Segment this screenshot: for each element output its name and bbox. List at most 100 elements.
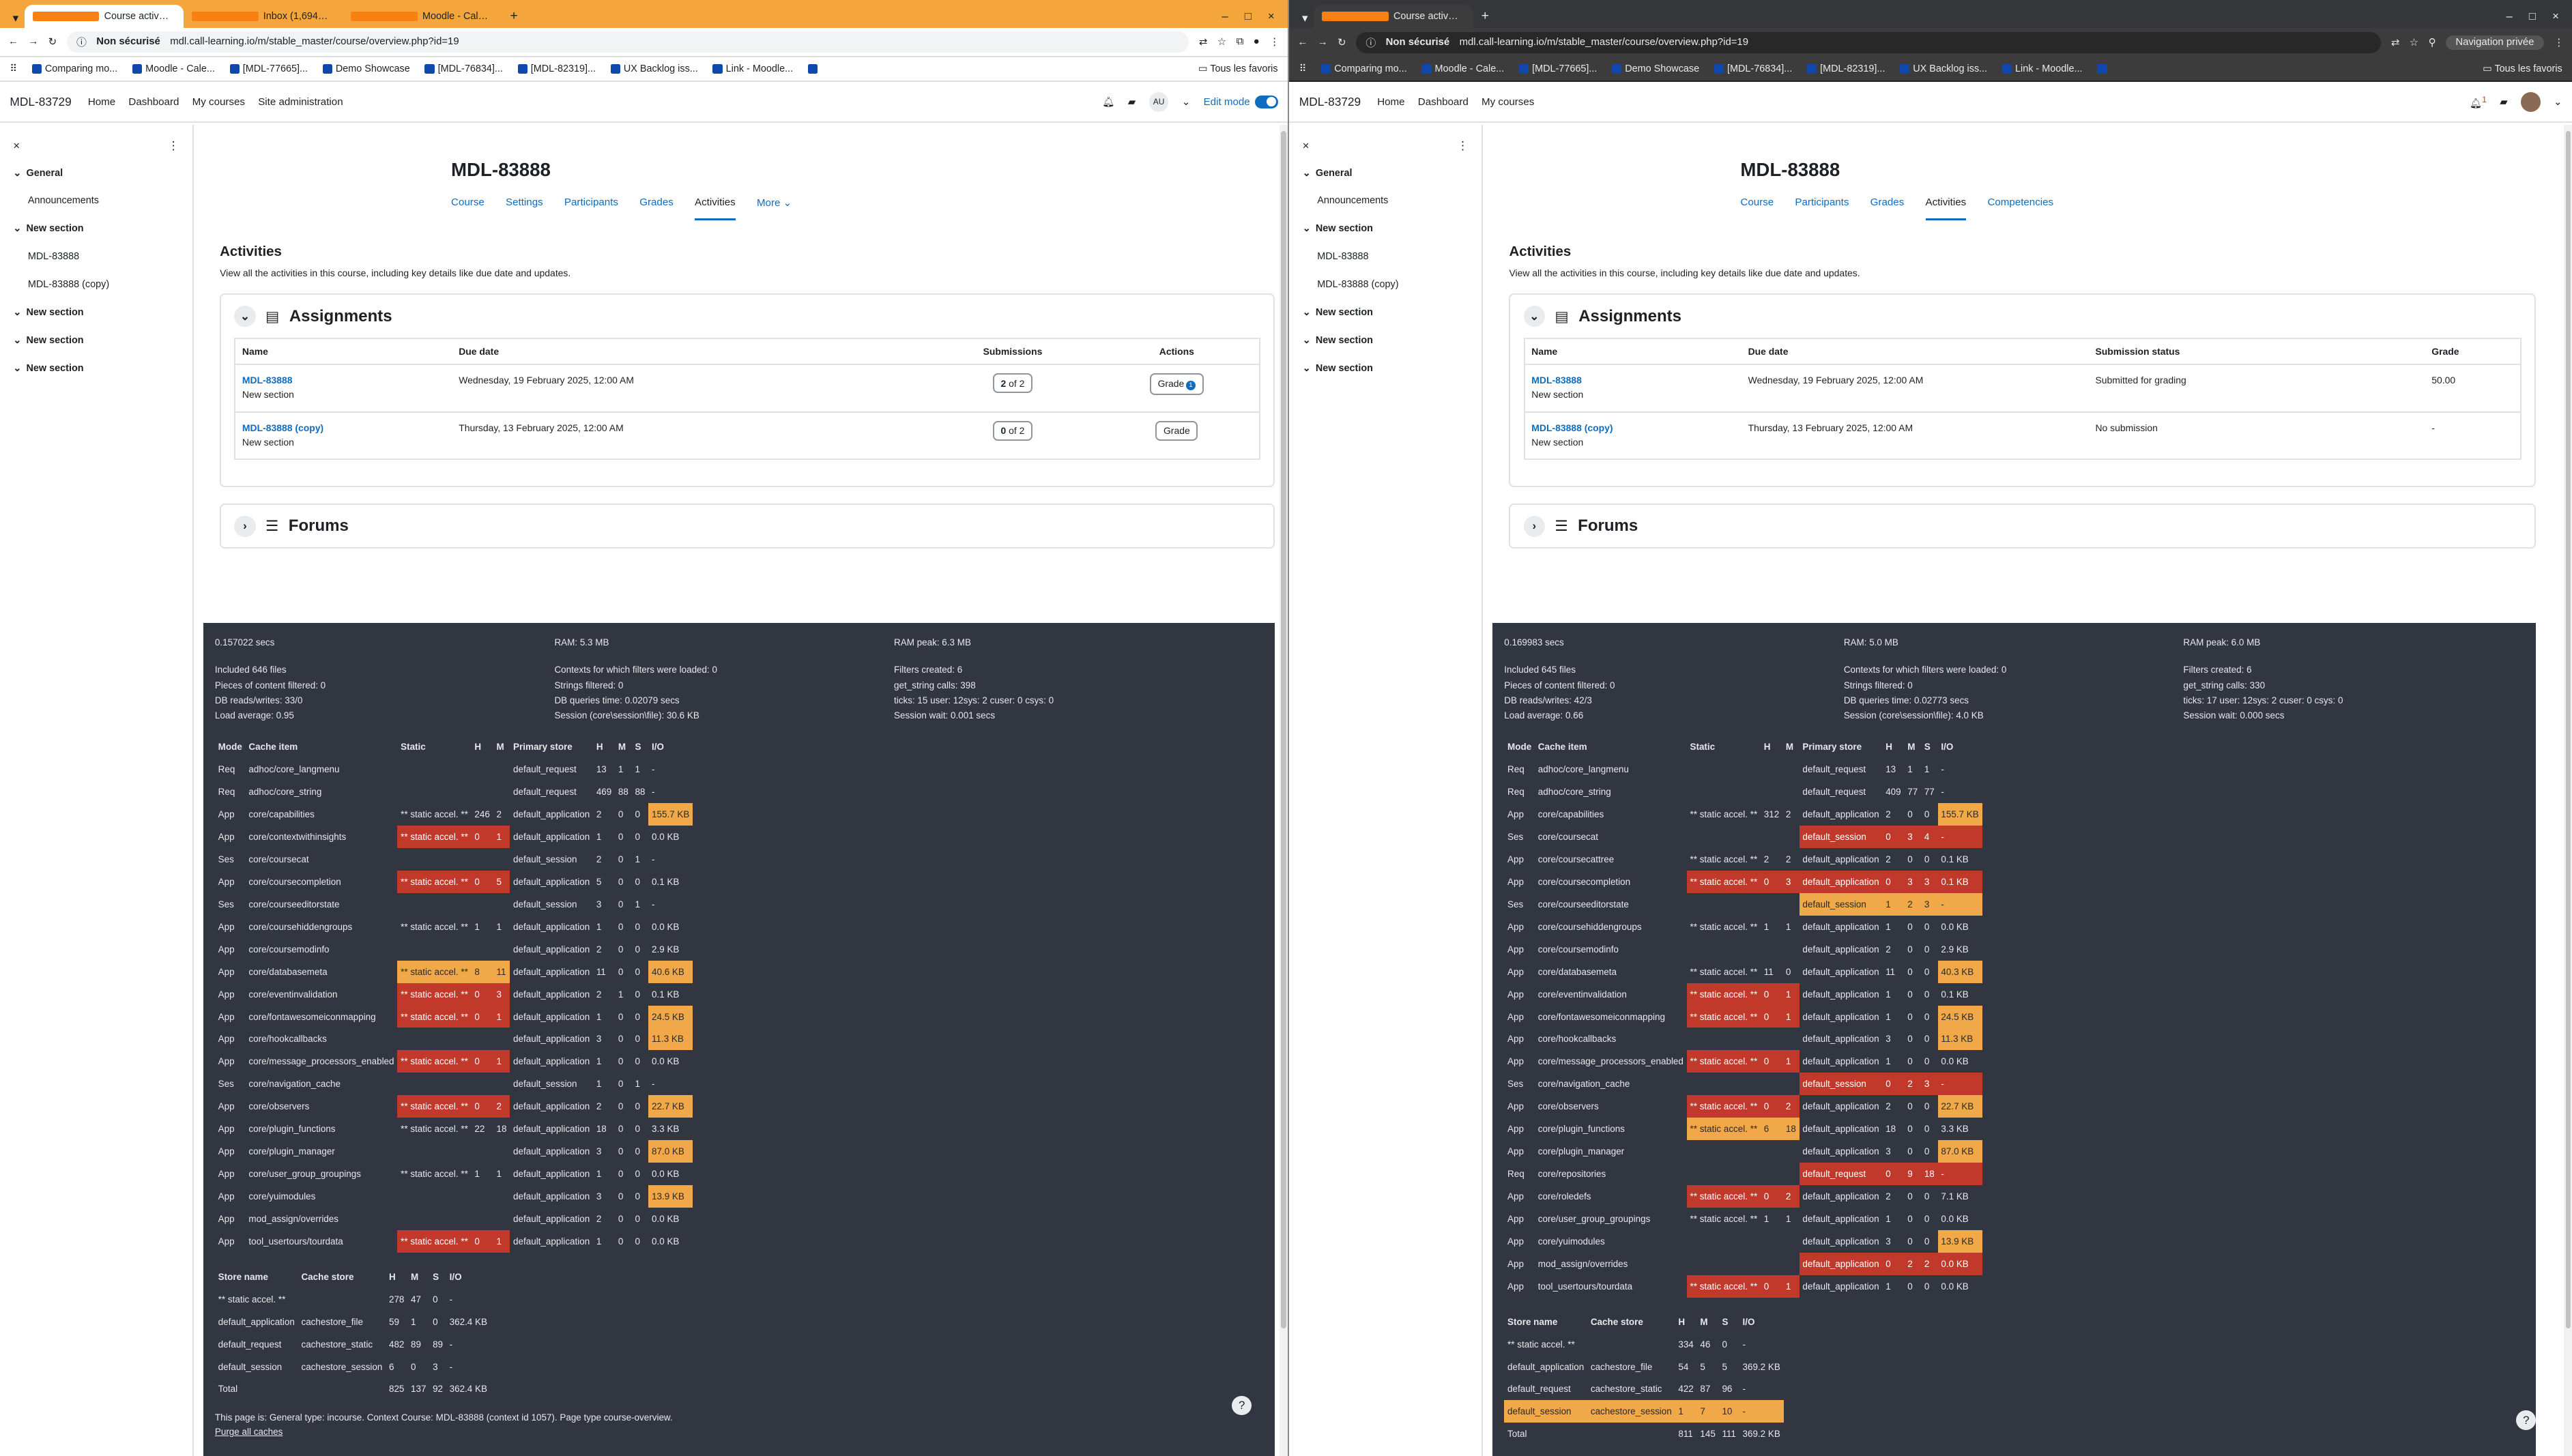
course-index-item[interactable]: MDL-83888 (copy): [27, 279, 110, 291]
collapse-chevron-icon[interactable]: ⌄: [234, 305, 256, 327]
chevron-down-icon[interactable]: ⌄: [1302, 334, 1311, 346]
reload-icon[interactable]: ↻: [1338, 38, 1346, 49]
bookmark[interactable]: UX Backlog iss...: [1900, 63, 1987, 74]
user-avatar[interactable]: AU: [1148, 91, 1169, 112]
course-index-section[interactable]: ⌄ New section: [0, 215, 192, 243]
bookmark[interactable]: [MDL-76834]...: [424, 63, 503, 74]
reload-icon[interactable]: ↻: [48, 37, 57, 48]
assignments-header[interactable]: ⌄ ▤ Assignments: [221, 295, 1273, 337]
submissions-count-button[interactable]: 2 of 2: [992, 373, 1033, 394]
bookmark[interactable]: Demo Showcase: [322, 63, 410, 74]
nav-link[interactable]: Home: [1377, 96, 1405, 108]
course-index-item[interactable]: MDL-83888: [1317, 251, 1369, 263]
extensions-icon[interactable]: ⚲: [2428, 38, 2436, 49]
scrollbar-thumb[interactable]: [2565, 131, 2571, 1329]
tab-list-icon[interactable]: ▾: [12, 11, 19, 25]
chevron-down-icon[interactable]: ⌄: [1302, 306, 1311, 318]
nav-link[interactable]: Dashboard: [128, 96, 179, 108]
address-bar[interactable]: ⓘ Non sécurisé mdl.call-learning.io/m/stab…: [1355, 31, 2382, 54]
apps-icon[interactable]: ⠿: [1299, 63, 1307, 75]
course-index-item[interactable]: MDL-83888 (copy): [1317, 279, 1399, 291]
course-index-section[interactable]: ⌄ New section: [0, 354, 192, 382]
forward-icon[interactable]: →: [28, 36, 39, 48]
new-tab-button[interactable]: +: [510, 9, 518, 24]
bookmark-favicon-icon[interactable]: [807, 63, 818, 74]
scrollbar[interactable]: [1279, 124, 1288, 1456]
star-icon[interactable]: ☆: [1217, 37, 1227, 48]
tab-list-icon[interactable]: ▾: [1301, 11, 1308, 25]
chevron-down-icon[interactable]: ⌄: [13, 167, 22, 179]
new-tab-button[interactable]: +: [1481, 9, 1489, 24]
close-window-icon[interactable]: ×: [2552, 10, 2559, 23]
menu-icon[interactable]: ⋮: [2554, 38, 2564, 49]
grade-button[interactable]: Grade 1: [1149, 373, 1204, 395]
bookmark[interactable]: Moodle - Cale...: [132, 63, 215, 74]
browser-tab[interactable]: Course activities: MDL-8...×: [1314, 5, 1473, 28]
tab-course[interactable]: Course: [1740, 196, 1774, 209]
bookmark[interactable]: Link - Moodle...: [2002, 63, 2083, 74]
expand-chevron-icon[interactable]: ›: [1523, 515, 1545, 537]
bookmark[interactable]: [MDL-77665]...: [229, 63, 308, 74]
all-bookmarks-folder[interactable]: ▭ Tous les favoris: [1198, 63, 1278, 74]
course-index-item[interactable]: Announcements: [1317, 195, 1389, 207]
purge-caches-link[interactable]: Purge all caches: [214, 1427, 283, 1438]
back-icon[interactable]: ←: [1297, 37, 1308, 48]
forums-header[interactable]: › ☰ Forums: [1510, 505, 2534, 547]
assignments-header[interactable]: ⌄ ▤ Assignments: [1510, 295, 2534, 337]
drawer-menu-icon[interactable]: ⋮: [1456, 139, 1469, 153]
menu-icon[interactable]: ⋮: [1269, 37, 1280, 48]
assignment-link[interactable]: MDL-83888: [1531, 375, 1582, 386]
close-window-icon[interactable]: ×: [1267, 10, 1275, 23]
assignment-link[interactable]: MDL-83888 (copy): [1531, 422, 1613, 433]
course-index-item[interactable]: MDL-83888: [27, 251, 80, 263]
tab-grades[interactable]: Grades: [1870, 196, 1905, 209]
url-text[interactable]: mdl.call-learning.io/m/stable_master/cou…: [1459, 37, 1748, 48]
nav-link[interactable]: Dashboard: [1417, 96, 1469, 108]
forward-icon[interactable]: →: [1317, 37, 1328, 48]
browser-tab[interactable]: Course activities: MDL-8...×: [25, 5, 184, 28]
bookmark[interactable]: Link - Moodle...: [712, 63, 793, 74]
course-index-section[interactable]: ⌄ General: [0, 159, 192, 187]
browser-tab[interactable]: Moodle - Calendar - Wee...×: [343, 5, 502, 28]
bookmark[interactable]: [MDL-77665]...: [1518, 63, 1597, 74]
chevron-down-icon[interactable]: ⌄: [1302, 167, 1311, 179]
bookmark[interactable]: [MDL-76834]...: [1714, 63, 1792, 74]
submissions-count-button[interactable]: 0 of 2: [992, 420, 1033, 441]
nav-link[interactable]: Site administration: [258, 96, 343, 108]
chevron-down-icon[interactable]: ⌄: [1302, 362, 1311, 374]
back-icon[interactable]: ←: [8, 36, 18, 48]
bookmark[interactable]: [MDL-82319]...: [517, 63, 596, 74]
close-drawer-icon[interactable]: ×: [13, 139, 20, 152]
edit-mode-switch[interactable]: Edit mode: [1204, 95, 1278, 108]
course-index-section[interactable]: ⌄ General: [1289, 159, 1482, 187]
messages-icon[interactable]: ▰: [2500, 96, 2508, 108]
bookmark[interactable]: UX Backlog iss...: [610, 63, 698, 74]
maximize-icon[interactable]: □: [2528, 10, 2537, 23]
grade-button[interactable]: Grade: [1155, 420, 1198, 441]
bookmark[interactable]: [MDL-82319]...: [1806, 63, 1885, 74]
browser-tab[interactable]: Inbox (1,694) - laurent.d...×: [184, 5, 343, 28]
tab-competencies[interactable]: Competencies: [1987, 196, 2054, 209]
nav-link[interactable]: Home: [87, 96, 116, 108]
chevron-down-icon[interactable]: ⌄: [2554, 96, 2562, 108]
site-name[interactable]: MDL-83729: [1299, 94, 1361, 108]
profile-icon[interactable]: ●: [1253, 36, 1260, 48]
course-index-section[interactable]: ⌄ New section: [1289, 354, 1482, 382]
chevron-down-icon[interactable]: ⌄: [13, 223, 22, 235]
site-name[interactable]: MDL-83729: [10, 94, 72, 108]
bookmark-favicon-icon[interactable]: [2097, 63, 2107, 74]
notifications-bell-icon[interactable]: 🔔︎: [1102, 96, 1115, 108]
tab-participants[interactable]: Participants: [1795, 196, 1849, 209]
minimize-icon[interactable]: –: [2506, 10, 2513, 23]
help-button[interactable]: ?: [1232, 1395, 1252, 1416]
drawer-menu-icon[interactable]: ⋮: [167, 139, 179, 153]
maximize-icon[interactable]: □: [1244, 10, 1252, 23]
notifications-bell-icon[interactable]: 🔔︎1: [2469, 94, 2487, 109]
assignment-link[interactable]: MDL-83888 (copy): [242, 422, 324, 433]
tab-participants[interactable]: Participants: [564, 196, 618, 209]
assignment-link[interactable]: MDL-83888: [242, 375, 293, 386]
help-button[interactable]: ?: [2516, 1410, 2537, 1431]
tab-settings[interactable]: Settings: [506, 196, 543, 209]
nav-link[interactable]: My courses: [1482, 96, 1535, 108]
scrollbar[interactable]: [2564, 124, 2572, 1456]
